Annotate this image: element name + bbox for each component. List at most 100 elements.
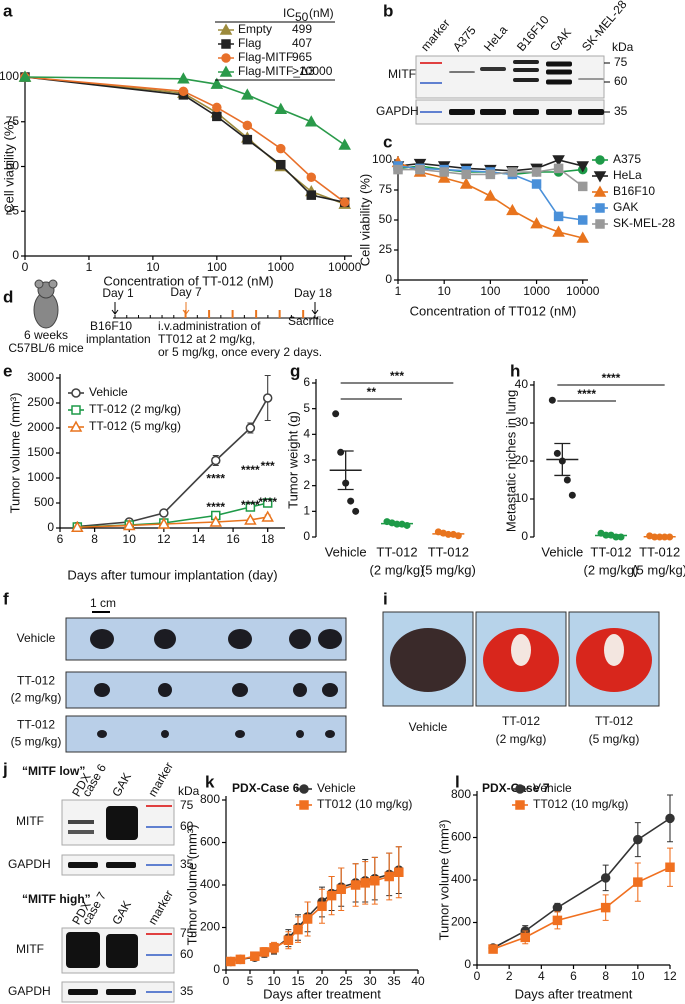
scale-label: 1 cm <box>90 596 116 610</box>
unit-label: kDa <box>178 784 200 798</box>
y-axis-label: Metastatic niches in lung <box>503 390 518 532</box>
marker <box>593 185 607 197</box>
legend-label: B16F10 <box>613 184 655 198</box>
y-tick-label: 200 <box>200 920 220 934</box>
y-tick-label: 2500 <box>27 395 54 409</box>
marker <box>305 115 318 127</box>
data-point <box>553 449 561 457</box>
protein-label: GAPDH <box>8 984 51 998</box>
band <box>546 61 572 67</box>
band <box>513 109 539 115</box>
tumor <box>235 730 245 738</box>
lung-highlight <box>604 634 624 666</box>
marker <box>226 956 236 967</box>
marker <box>485 169 496 180</box>
day-label: Day 7 <box>170 285 202 299</box>
x-tick-label: 100 <box>207 260 227 274</box>
y-tick-label: 1000 <box>27 470 54 484</box>
marker <box>600 873 611 883</box>
x-tick-label: 1000 <box>523 284 550 298</box>
protein-label: MITF <box>16 814 44 828</box>
blot-title: “MITF low” <box>22 764 85 778</box>
band <box>513 68 539 72</box>
y-axis-label: Cell viability (%) <box>1 120 16 212</box>
marker <box>665 862 675 872</box>
tumor <box>158 683 172 697</box>
protein-label: GAPDH <box>376 104 419 118</box>
x-tick-label: 1 <box>86 260 93 274</box>
x-tick-label: 16 <box>226 532 240 546</box>
lane-label: GAK <box>109 898 134 927</box>
band <box>106 806 138 840</box>
marker <box>326 890 337 901</box>
mouse-ear <box>34 279 44 289</box>
x-tick-label: 10 <box>267 974 281 988</box>
y-tick-label: 400 <box>451 872 471 886</box>
legend-label: TT-012 (5 mg/kg) <box>89 419 181 433</box>
marker <box>250 951 260 961</box>
lane-label: GAK <box>109 770 134 799</box>
marker <box>299 784 309 794</box>
y-axis-label: Tumor volume (mm³) <box>7 393 22 514</box>
group-label: (2 mg/kg) <box>496 732 547 746</box>
x-tick-label: (5 mg/kg) <box>421 562 476 577</box>
marker <box>552 902 563 913</box>
band <box>68 862 98 868</box>
size-label: 35 <box>180 984 194 998</box>
x-tick-label: 10 <box>123 532 137 546</box>
y-tick-label: 6 <box>303 375 310 389</box>
data-point <box>568 491 576 499</box>
y-tick-label: 50 <box>379 212 393 226</box>
y-tick-label: 500 <box>34 495 54 509</box>
protein-label: GAPDH <box>8 857 51 871</box>
mouse-ear <box>48 279 58 289</box>
band <box>66 932 100 968</box>
y-tick-label: 2 <box>303 478 310 492</box>
table-value: 407 <box>292 36 312 50</box>
y-tick-label: 75 <box>379 182 393 196</box>
band <box>68 830 94 834</box>
marker <box>600 902 611 913</box>
y-tick-label: 1500 <box>27 445 54 459</box>
tumor <box>232 683 248 697</box>
x-tick-label: (2 mg/kg) <box>584 562 639 577</box>
group-label: TT-012 <box>502 714 540 728</box>
y-axis-label: Tumor volume (mm³) <box>436 820 451 941</box>
marker <box>595 219 605 229</box>
y-tick-label: 0 <box>213 962 220 976</box>
tumor <box>293 683 307 697</box>
arrow <box>182 302 190 315</box>
marker <box>276 159 286 170</box>
sem-bar <box>337 450 354 491</box>
size-label: 75 <box>614 55 628 69</box>
marker <box>211 455 221 466</box>
y-tick-label: 200 <box>451 915 471 929</box>
significance-label: **** <box>241 463 260 477</box>
group-label: (5 mg/kg) <box>11 735 62 749</box>
marker <box>262 498 273 508</box>
lane-label: marker <box>145 760 176 799</box>
mouse-label: C57BL/6 mice <box>8 341 84 355</box>
protein-label: MITF <box>16 942 44 956</box>
blot-title: “MITF high” <box>22 892 91 906</box>
table-header: (nM) <box>309 6 334 20</box>
data-point <box>347 497 355 505</box>
y-tick-label: 800 <box>451 787 471 801</box>
marker <box>576 161 590 173</box>
legend-label: Flag-MITF_Δ3 <box>238 64 315 78</box>
marker <box>461 169 471 180</box>
x-tick-label: 12 <box>157 532 171 546</box>
y-tick-label: 0 <box>521 529 528 543</box>
size-label: 75 <box>180 926 194 940</box>
x-tick-label: 10 <box>438 284 452 298</box>
x-tick-label: TT-012 <box>639 544 680 559</box>
panel-letter: d <box>3 287 13 306</box>
marker <box>122 518 136 531</box>
size-label: 75 <box>180 798 194 812</box>
scheme-label: implantation <box>86 332 151 346</box>
band <box>513 60 539 64</box>
y-axis-label: Tumor weight (g) <box>285 411 300 509</box>
tumor <box>154 629 176 649</box>
marker <box>219 23 233 35</box>
marker <box>515 784 525 794</box>
